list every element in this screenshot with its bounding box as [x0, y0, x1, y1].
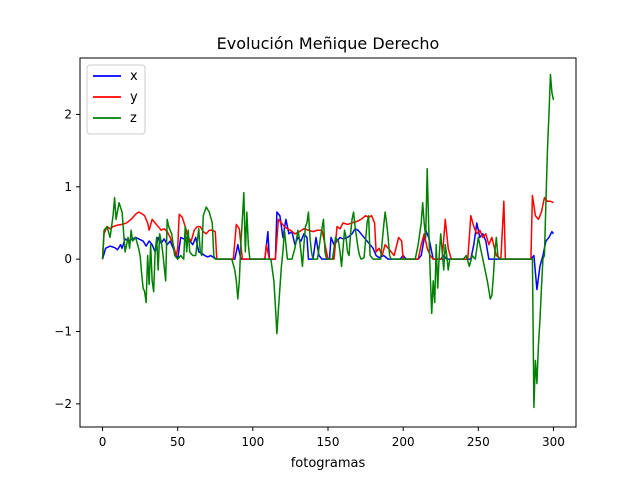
x-tick-label: 150: [317, 435, 340, 449]
y-tick-label: 0: [64, 252, 72, 266]
x-tick-label: 250: [467, 435, 490, 449]
y-tick-label: 2: [64, 107, 72, 121]
y-axis: −2 −1 0 1 2: [54, 107, 80, 411]
x-tick-label: 50: [170, 435, 185, 449]
legend-label-z: z: [130, 111, 137, 126]
y-tick-label: −2: [54, 397, 72, 411]
x-tick-label: 0: [99, 435, 107, 449]
x-axis-label: fotogramas: [291, 456, 366, 471]
x-tick-label: 100: [241, 435, 264, 449]
series-layer: [101, 73, 555, 409]
series-line-z: [101, 73, 555, 409]
x-axis: 0 50 100 150 200 250 300: [99, 427, 565, 449]
legend-label-x: x: [130, 69, 138, 84]
legend-box: [86, 64, 146, 135]
series-line-y: [101, 194, 554, 260]
legend: xyz: [86, 64, 146, 135]
y-tick-label: −1: [54, 324, 72, 338]
x-tick-label: 200: [392, 435, 415, 449]
chart-title: Evolución Meñique Derecho: [217, 34, 440, 53]
legend-label-y: y: [130, 90, 138, 105]
x-tick-label: 300: [542, 435, 565, 449]
y-tick-label: 1: [64, 180, 72, 194]
